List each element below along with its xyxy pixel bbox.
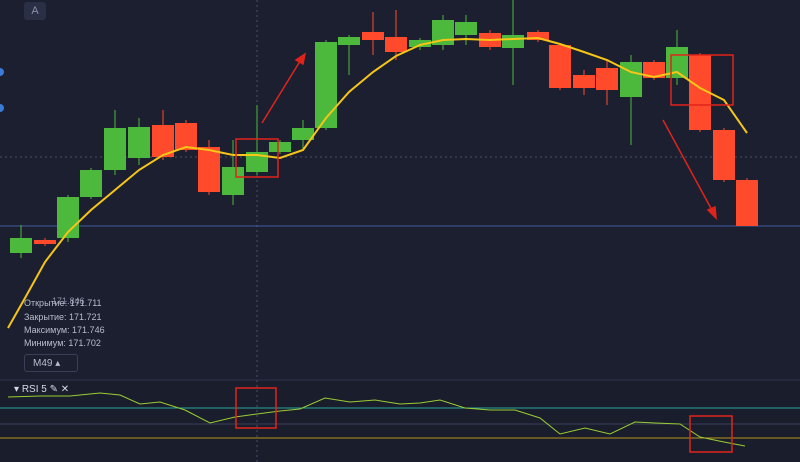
candle-body: [315, 42, 337, 128]
candle-body: [246, 152, 268, 172]
candle-body: [643, 62, 665, 78]
candle-body: [549, 45, 571, 88]
candle-body: [222, 167, 244, 195]
candle-body: [175, 123, 197, 150]
side-handle: [0, 104, 4, 112]
candles: [10, 0, 758, 258]
candle-body: [455, 22, 477, 35]
candle-body: [736, 180, 758, 226]
candle-body: [34, 240, 56, 244]
candle-body: [713, 130, 735, 180]
candle-body: [620, 62, 642, 97]
timeframe-label: M49: [33, 358, 53, 369]
candle-body: [10, 238, 32, 253]
candle-body: [385, 37, 407, 52]
highlight-box: [235, 138, 279, 178]
candle-body: [527, 32, 549, 40]
candle-body: [104, 128, 126, 170]
candle-body: [128, 127, 150, 158]
candle-body: [362, 32, 384, 40]
legend-open: Открытие: 171.711: [24, 298, 102, 308]
indicator-name: RSI 5: [21, 384, 47, 395]
timeframe-select[interactable]: M49 ▴: [24, 354, 78, 372]
price-label: 171.846: [52, 296, 85, 306]
candle-body: [502, 35, 524, 48]
candle-body: [269, 142, 291, 152]
candle-body: [80, 170, 102, 197]
highlight-box: [689, 415, 733, 453]
moving-average: [7, 36, 748, 329]
candle-body: [198, 147, 220, 192]
toolbar-button[interactable]: A: [24, 2, 46, 20]
candle-body: [152, 125, 174, 157]
candle-body: [573, 75, 595, 88]
legend-high: Максимум: 171.746: [24, 325, 105, 335]
rsi-line: [7, 392, 746, 447]
legend-close: Закрытие: 171.721: [24, 312, 102, 322]
candle-body: [689, 55, 711, 130]
indicator-header: ▾ RSI 5 ✎ ✕: [14, 384, 70, 395]
candle-body: [409, 40, 431, 47]
candle-body: [292, 128, 314, 140]
highlight-box: [235, 387, 277, 429]
highlight-box: [670, 54, 734, 106]
candle-body: [432, 20, 454, 45]
side-handle: [0, 68, 4, 76]
candle-body: [338, 37, 360, 45]
arrows: [261, 52, 717, 220]
rsi-panel: [0, 380, 800, 462]
candle-body: [596, 68, 618, 90]
legend-low: Минимум: 171.702: [24, 338, 101, 348]
